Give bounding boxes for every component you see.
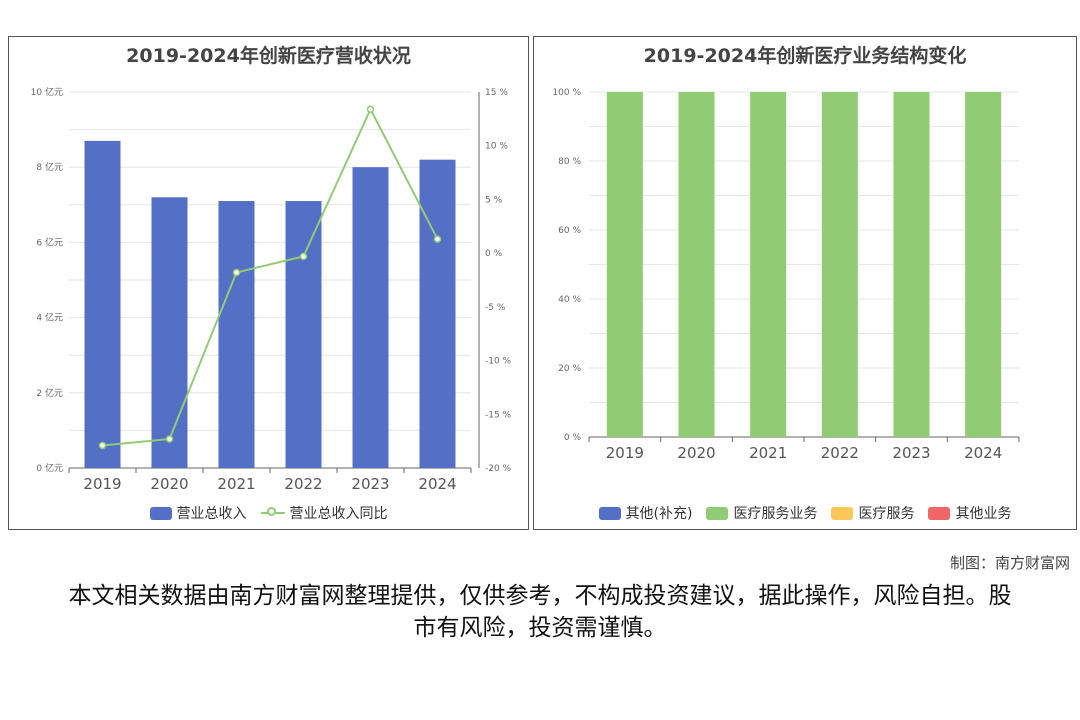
- structure-chart-panel: 2019-2024年创新医疗业务结构变化 0 % 20 % 40 % 60 % 80 %…: [533, 36, 1077, 530]
- bar-revenue-2023: [352, 167, 389, 468]
- bar-医疗服务业务-2020: [678, 92, 715, 437]
- x-tick-label: 2024: [418, 475, 456, 493]
- legend-label: 其他业务: [955, 506, 1012, 522]
- y-tick-label: 40 %: [558, 295, 581, 305]
- legend-swatch: [149, 506, 172, 520]
- chart-credit: 制图：南方财富网: [949, 554, 1070, 572]
- bar-医疗服务业务-2023: [893, 92, 930, 437]
- legend-item[interactable]: 其他(补充): [598, 503, 693, 523]
- point-yoy-2021: [232, 268, 241, 277]
- x-tick-label: 2020: [677, 444, 715, 462]
- legend-swatch: [598, 506, 621, 520]
- y-tick-label: 20 %: [558, 364, 581, 374]
- y-tick-label-right: -15 %: [485, 410, 512, 420]
- bar-revenue-2019: [84, 140, 121, 468]
- x-tick-label: 2023: [351, 475, 389, 493]
- point-yoy-2024: [433, 235, 442, 243]
- disclaimer-text: 本文相关数据由南方财富网整理提供，仅供参考，不构成投资建议，据此操作，风险自担。…: [68, 583, 1012, 641]
- bar-revenue-2022: [285, 201, 322, 469]
- legend-swatch: [706, 506, 729, 520]
- chart-title: 2019-2024年创新医疗营收状况: [126, 45, 411, 67]
- legend-item[interactable]: 医疗服务业务: [706, 503, 817, 523]
- revenue-chart-panel: 2019-2024年创新医疗营收状况 0 亿元 2 亿元 4 亿元 6 亿元 8 亿元 1…: [8, 36, 529, 530]
- y-tick-label-left: 8 亿元: [36, 161, 63, 173]
- legend-swatch: [831, 506, 854, 520]
- legend-label: 营业总收入同比: [289, 506, 388, 522]
- point-yoy-2019: [98, 441, 107, 450]
- y-tick-label-left: 0 亿元: [36, 462, 63, 474]
- legend-label: 营业总收入: [176, 506, 247, 522]
- y-tick-label-right: 0 %: [485, 249, 503, 259]
- y-tick-label-right: 15 %: [485, 88, 508, 98]
- legend-label: 其他(补充): [625, 506, 693, 522]
- legend-item[interactable]: 营业总收入同比: [260, 503, 388, 523]
- y-tick-label-right: -5 %: [485, 303, 506, 313]
- x-tick-label: 2023: [892, 444, 930, 462]
- point-yoy-2022: [299, 252, 308, 261]
- bar-医疗服务业务-2021: [750, 92, 787, 437]
- legend-swatch: [260, 506, 285, 520]
- y-tick-label-left: 10 亿元: [31, 86, 63, 98]
- legend-label: 医疗服务业务: [733, 506, 818, 522]
- x-tick-label: 2019: [83, 475, 121, 493]
- chart-legend: 其他(补充) 医疗服务业务 医疗服务 其他业务: [534, 503, 1076, 523]
- bar-revenue-2020: [151, 197, 188, 468]
- legend-item[interactable]: 营业总收入: [149, 503, 247, 523]
- point-yoy-2020: [165, 435, 174, 443]
- x-tick-label: 2022: [821, 444, 859, 462]
- x-tick-label: 2020: [150, 475, 188, 493]
- bar-revenue-2024: [419, 159, 456, 468]
- y-tick-label: 60 %: [558, 226, 581, 236]
- line-revenue-yoy: [102, 106, 439, 447]
- structure-chart: 0 % 20 % 40 % 60 % 80 % 100 % 2019 2020 2021 2022…: [552, 88, 1020, 462]
- bar-revenue-2021: [218, 201, 255, 469]
- y-tick-label-left: 6 亿元: [36, 236, 63, 248]
- x-tick-label: 2021: [217, 475, 255, 493]
- y-tick-label-left: 2 亿元: [36, 387, 63, 399]
- y-tick-label: 80 %: [558, 157, 581, 167]
- y-tick-label-right: -10 %: [485, 357, 512, 367]
- y-tick-label-right: -20 %: [485, 464, 512, 474]
- bar-医疗服务业务-2022: [821, 92, 858, 437]
- x-tick-label: 2024: [964, 444, 1002, 462]
- y-tick-label: 100 %: [552, 88, 581, 98]
- y-tick-label-right: 10 %: [485, 142, 508, 152]
- bar-医疗服务业务-2024: [965, 92, 1002, 437]
- chart-title: 2019-2024年创新医疗业务结构变化: [643, 45, 967, 67]
- y-tick-label: 0 %: [564, 433, 582, 443]
- bar-医疗服务业务-2019: [606, 92, 643, 437]
- y-tick-label-left: 4 亿元: [36, 312, 63, 324]
- chart-legend: 营业总收入 营业总收入同比: [9, 503, 528, 523]
- legend-swatch: [928, 506, 951, 520]
- legend-item[interactable]: 医疗服务: [831, 503, 914, 523]
- x-tick-label: 2019: [606, 444, 644, 462]
- x-tick-label: 2021: [749, 444, 787, 462]
- legend-label: 医疗服务: [858, 506, 915, 522]
- y-tick-label-right: 5 %: [485, 195, 503, 205]
- x-tick-label: 2022: [284, 475, 322, 493]
- legend-item[interactable]: 其他业务: [928, 503, 1011, 523]
- point-yoy-2023: [366, 105, 375, 113]
- revenue-chart: 0 亿元 2 亿元 4 亿元 6 亿元 8 亿元 10 亿元 -20 % -15 % -10 %…: [31, 86, 512, 493]
